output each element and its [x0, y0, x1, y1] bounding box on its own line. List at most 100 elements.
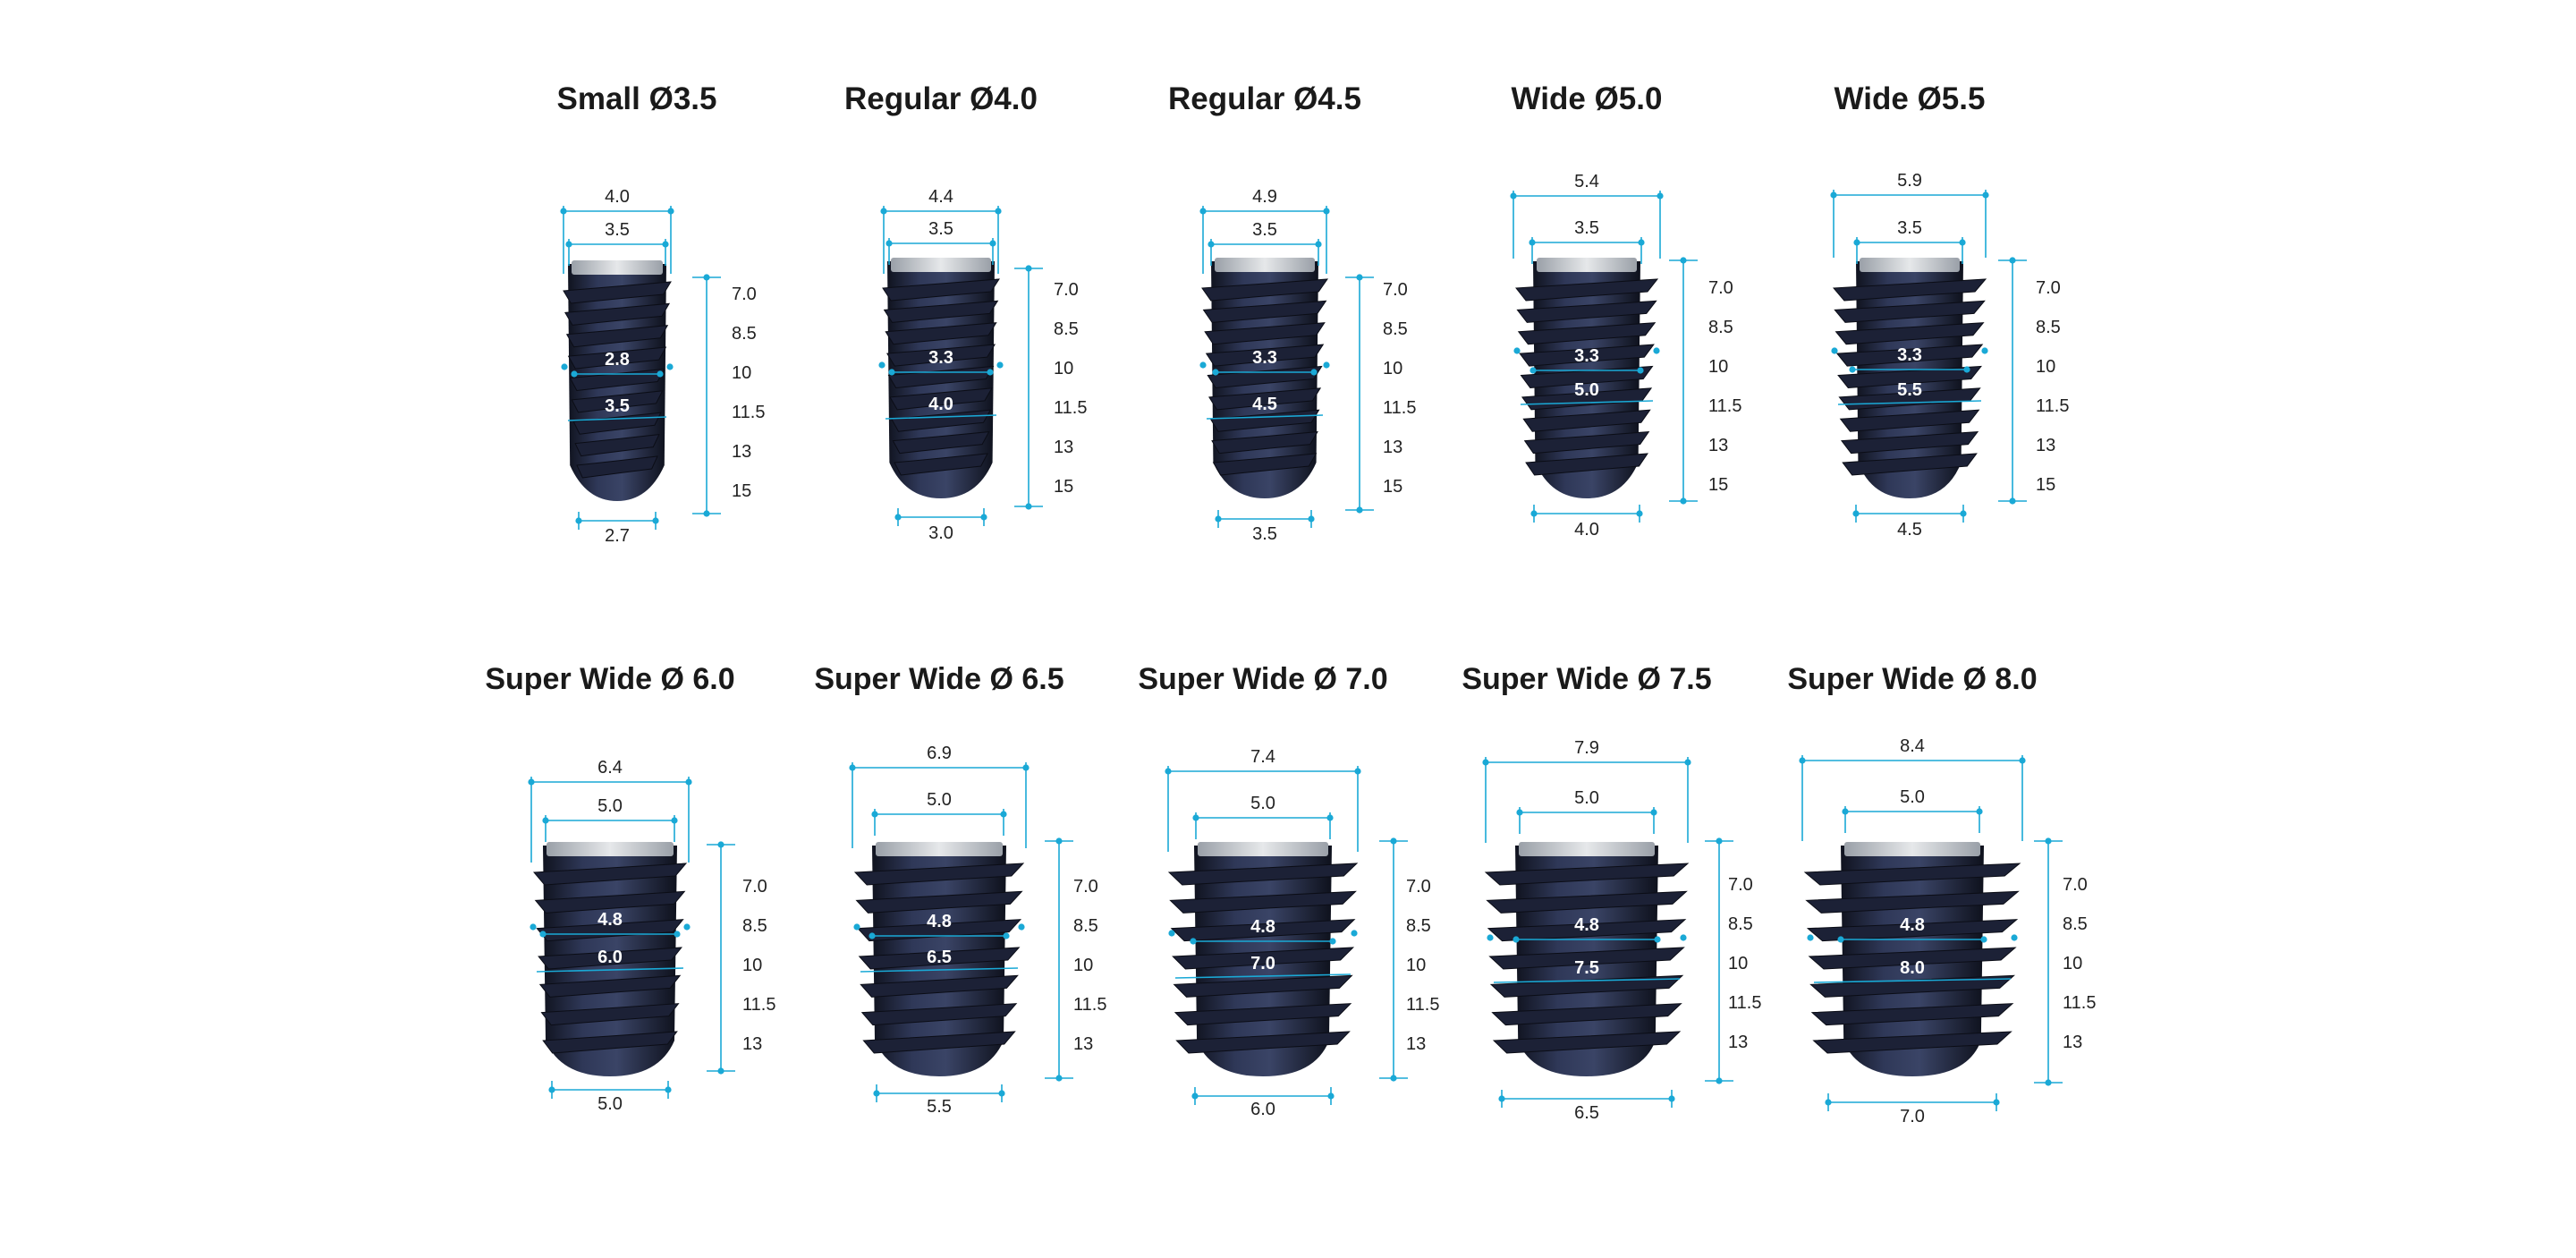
core-diameter-label: 3.3 — [1252, 348, 1277, 368]
thread-ridge — [883, 300, 999, 323]
thread-edge-dot-left — [878, 361, 886, 369]
thread-ridge — [858, 947, 1021, 970]
core-dimension-end-left — [869, 932, 876, 939]
core-dimension-end-left — [888, 369, 895, 376]
length-scale-top-dot — [1356, 274, 1363, 281]
length-label: 7.0 — [1406, 877, 1431, 897]
platform-diameter-label: 7.9 — [1574, 738, 1599, 758]
length-label: 11.5 — [732, 403, 765, 422]
core-diameter-label: 3.3 — [1897, 345, 1922, 365]
length-scale-top-dot — [2045, 837, 2052, 845]
implant-group: Super Wide Ø 6.0 6.4 5.0 4.8 6.0 5.0 7.0 8.5 10 1… — [485, 662, 775, 1114]
core-dimension-end-left — [1212, 369, 1219, 376]
thread-edge-dot-left — [1807, 934, 1814, 941]
platform-diameter-label: 6.4 — [597, 758, 623, 778]
thread-edge-dot-right — [996, 361, 1004, 369]
connection-diameter-label: 5.0 — [1250, 794, 1275, 813]
core-diameter-label: 3.3 — [928, 348, 953, 368]
thread-edge-dot-left — [1168, 930, 1175, 937]
implant-group: Regular Ø4.0 4.4 3.5 3.3 4.0 3.0 7.0 8.5 10 11.5 1… — [844, 81, 1087, 543]
thread-ridge — [860, 974, 1019, 998]
thread-ridge — [1808, 947, 2017, 970]
length-label: 8.5 — [1054, 319, 1079, 339]
implant-collar — [1860, 258, 1960, 272]
thread-ridge — [886, 344, 996, 367]
core-dimension-end-right — [1310, 369, 1318, 376]
length-label: 13 — [1073, 1034, 1093, 1054]
length-label: 13 — [1406, 1034, 1426, 1054]
implant-title: Super Wide Ø 6.5 — [814, 662, 1063, 696]
thread-ridge — [1840, 431, 1979, 455]
implant-title: Super Wide Ø 6.0 — [485, 662, 734, 696]
length-label: 8.5 — [1073, 916, 1098, 936]
implant-threads — [1167, 863, 1359, 1054]
length-scale-top-dot — [717, 841, 724, 848]
implant-collar — [1537, 258, 1637, 272]
length-label: 13 — [1383, 438, 1402, 457]
implant-group: Regular Ø4.5 4.9 3.5 3.3 4.5 3.5 7.0 8.5 10 11.5 1… — [1168, 81, 1416, 544]
apex-diameter-label: 7.0 — [1900, 1107, 1925, 1126]
thread-ridge — [1211, 431, 1318, 455]
core-dimension-end-left — [1190, 938, 1197, 945]
implant-group: Wide Ø5.5 5.9 3.5 3.3 5.5 4.5 7.0 8.5 10 11.5 13 15 — [1830, 81, 2069, 540]
apex-diameter-label: 4.0 — [1574, 520, 1599, 540]
length-scale-top-dot — [1716, 837, 1723, 845]
length-scale-bottom-dot — [2009, 497, 2016, 505]
thread-ridge — [882, 278, 1000, 302]
length-scale-bottom-dot — [703, 510, 710, 517]
thread-ridge — [1519, 344, 1655, 367]
length-label: 7.0 — [1054, 280, 1079, 300]
length-label: 7.0 — [1728, 875, 1753, 895]
core-dimension-end-right — [1980, 936, 1987, 943]
core-dimension-end-left — [1849, 366, 1856, 373]
implant-group: Super Wide Ø 7.5 7.9 5.0 4.8 7.5 6.5 7.0 8.5 10 1… — [1462, 662, 1761, 1123]
platform-diameter-label: 5.4 — [1574, 172, 1599, 191]
thread-ridge — [1515, 278, 1659, 302]
length-label: 15 — [732, 481, 751, 501]
implant-collar — [1215, 258, 1315, 272]
connection-diameter-label: 5.0 — [927, 790, 952, 810]
core-diameter-label: 4.8 — [1900, 915, 1925, 935]
thread-edge-dot-left — [1487, 934, 1494, 941]
core-dimension-end-right — [1963, 366, 1970, 373]
thread-ridge — [1167, 863, 1359, 886]
core-diameter-label: 4.8 — [597, 910, 623, 930]
apex-diameter-label: 4.5 — [1897, 520, 1922, 540]
thread-diameter-label: 7.0 — [1250, 954, 1275, 973]
thread-ridge — [538, 947, 682, 970]
thread-ridge — [1201, 278, 1329, 302]
thread-ridge — [574, 434, 660, 457]
thread-ridge — [1517, 322, 1657, 345]
thread-ridge — [1810, 1003, 2014, 1026]
thread-ridge — [534, 890, 686, 914]
thread-edge-dot-right — [1351, 930, 1358, 937]
implant-threads — [532, 863, 688, 1054]
thread-ridge — [567, 346, 667, 370]
thread-ridge — [890, 409, 992, 432]
length-label: 10 — [742, 956, 762, 975]
thread-ridge — [564, 302, 671, 326]
implant-collar — [547, 842, 674, 856]
thread-edge-dot-right — [1323, 361, 1330, 369]
length-label: 10 — [2063, 954, 2082, 973]
thread-ridge — [1212, 453, 1318, 476]
thread-ridge — [542, 1031, 678, 1054]
length-label: 8.5 — [1708, 318, 1733, 337]
thread-ridge — [885, 322, 997, 345]
thread-ridge — [1525, 453, 1648, 476]
thread-dimension-line — [1520, 400, 1654, 405]
thread-edge-dot-left — [1199, 361, 1207, 369]
thread-ridge — [1169, 890, 1357, 914]
length-label: 11.5 — [1728, 993, 1761, 1013]
thread-ridge — [1205, 344, 1325, 367]
length-label: 7.0 — [1383, 280, 1408, 300]
thread-diameter-label: 6.5 — [927, 948, 952, 967]
thread-dimension-line — [567, 416, 667, 421]
core-dimension-end-right — [657, 370, 664, 378]
implant-threads — [882, 278, 1000, 476]
length-label: 10 — [732, 363, 751, 383]
thread-ridge — [1174, 1003, 1352, 1026]
implant-collar — [1198, 842, 1328, 856]
length-label: 8.5 — [1383, 319, 1408, 339]
